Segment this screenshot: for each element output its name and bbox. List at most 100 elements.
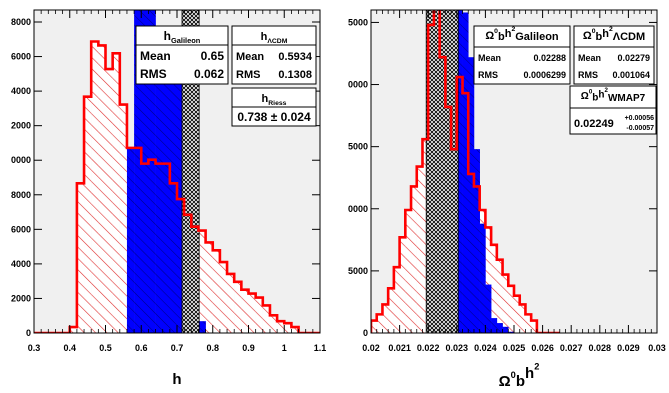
observation-band <box>425 10 459 333</box>
wmap-box-frame <box>569 85 657 135</box>
x-axis-title-part: h <box>525 365 534 382</box>
galileon-omega-stats-title-part: b <box>498 31 505 43</box>
galileon-h-stats-mean-value: 0.65 <box>201 49 225 63</box>
wmap-box-err-up: +0.00056 <box>625 115 654 122</box>
galileon-bar <box>284 323 292 333</box>
lcdm-omega-stats-title-part: 0 <box>592 28 596 35</box>
lcdm-h-stats-title: hΛCDM <box>261 31 288 45</box>
galileon-bar <box>382 304 389 333</box>
galileon-omega-stats-rms-label: RMS <box>478 70 498 80</box>
galileon-bar <box>491 244 497 333</box>
galileon-bar <box>227 273 235 333</box>
wmap-box-title-part: WMAP7 <box>608 93 646 104</box>
wmap-box-title-part: 0 <box>589 89 593 96</box>
riess-box-title-part: h <box>262 93 269 105</box>
galileon-omega-stats-title-part: 0 <box>494 28 498 35</box>
galileon-bar <box>496 259 503 333</box>
galileon-h-stats-rms-value: 0.062 <box>194 67 224 81</box>
lcdm-bar <box>169 49 178 333</box>
x-tick-label: 0.8 <box>206 343 219 353</box>
lcdm-bar <box>473 149 480 333</box>
lcdm-omega-stats-rms-label: RMS <box>578 70 598 80</box>
x-tick-label: 0.7 <box>171 343 184 353</box>
lcdm-omega-stats-mean-value: 0.02279 <box>617 53 650 63</box>
galileon-h-stats-title-part: h <box>164 29 171 43</box>
y-tick-label: 5000 <box>348 17 368 27</box>
galileon-bar <box>277 321 285 333</box>
galileon-h-stats-title-part: Galileon <box>171 36 201 45</box>
galileon-outline <box>371 10 560 333</box>
galileon-bar <box>198 230 206 333</box>
lcdm-h-stats-title-part: h <box>261 31 268 43</box>
galileon-h-stats-title: hGalileon <box>164 29 201 45</box>
galileon-bar <box>234 281 242 333</box>
x-tick-label: 0.024 <box>474 343 497 353</box>
x-axis-title: h <box>172 371 181 388</box>
x-axis-title-part: 2 <box>534 362 539 372</box>
x-tick-label: 0.4 <box>63 343 76 353</box>
galileon-bar <box>119 104 127 333</box>
wmap-box-value: 0.02249 <box>574 118 614 130</box>
galileon-outline <box>34 40 320 333</box>
x-tick-label: 0.02 <box>362 343 380 353</box>
galileon-bar <box>84 96 92 333</box>
lcdm-bar <box>479 223 486 333</box>
galileon-h-stats-frame <box>135 25 229 85</box>
galileon-bar <box>248 293 256 333</box>
lcdm-bar <box>162 29 171 333</box>
x-tick-label: 0.025 <box>503 343 526 353</box>
y-tick-label: 0 <box>26 328 31 338</box>
galileon-bar <box>219 262 228 333</box>
x-axis-title: Ω0bh2 <box>499 362 540 391</box>
lcdm-bar <box>468 57 475 333</box>
lcdm-omega-stats-title-part: 2 <box>609 26 613 33</box>
y-tick-label: 5000 <box>348 266 368 276</box>
galileon-bar <box>388 288 394 333</box>
galileon-bar <box>422 139 429 333</box>
y-tick-label: 6000 <box>11 52 31 62</box>
lcdm-bar <box>148 10 156 333</box>
galileon-bar <box>255 297 263 333</box>
x-tick-label: 0.023 <box>446 343 469 353</box>
galileon-bar <box>98 45 106 333</box>
galileon-bar <box>514 295 520 333</box>
lcdm-omega-stats-title: Ω0bh2ΛCDM <box>583 26 645 43</box>
lcdm-omega-stats-mean-label: Mean <box>578 53 601 63</box>
y-tick-label: 5000 <box>348 142 368 152</box>
wmap-box-err-down: -0.00057 <box>626 125 654 132</box>
lcdm-omega-stats-title-part: h <box>602 28 609 40</box>
wmap-box-title-part: 2 <box>605 87 609 94</box>
galileon-bar <box>205 242 213 333</box>
y-tick-label: 0 <box>363 328 368 338</box>
lcdm-h-stats-rms-label: RMS <box>236 69 260 81</box>
lcdm-bar <box>491 318 498 333</box>
lcdm-bar <box>508 331 515 333</box>
galileon-bar <box>269 315 278 333</box>
x-tick-label: 0.3 <box>28 343 41 353</box>
x-axis-title-part: 0 <box>511 370 516 380</box>
h-histogram-panel: 0.3 0.4 0.5 0.6 0.7 0.8 0.9 1 1.1 0 2000 4000 6000 80… <box>11 9 326 388</box>
riess-box-value-part: 0.024 <box>281 110 311 124</box>
y-tick-label: 4000 <box>11 86 31 96</box>
x-tick-label: 0.03 <box>648 343 666 353</box>
x-tick-label: 0.028 <box>589 343 612 353</box>
lcdm-h-stats-mean-label: Mean <box>236 51 264 63</box>
y-tick-label: 4000 <box>11 259 31 269</box>
riess-box-value-part: 0.738 <box>237 110 267 124</box>
lcdm-bar <box>456 10 463 333</box>
lcdm-omega-stats-frame <box>573 25 655 85</box>
lcdm-bar <box>177 73 185 333</box>
x-tick-label: 0.026 <box>531 343 554 353</box>
galileon-bar <box>508 285 514 333</box>
galileon-h-stats-rms-label: RMS <box>140 67 167 81</box>
lcdm-h-stats-mean-value: 0.5934 <box>278 51 313 63</box>
lcdm-h-stats-title-part: ΛCDM <box>267 38 287 45</box>
galileon-bar <box>531 320 537 333</box>
galileon-omega-stats-title-part: Ω <box>485 30 494 42</box>
plot-content <box>34 10 320 333</box>
x-tick-label: 0.021 <box>388 343 411 353</box>
galileon-bar <box>76 183 85 333</box>
y-tick-label: 6000 <box>11 224 31 234</box>
